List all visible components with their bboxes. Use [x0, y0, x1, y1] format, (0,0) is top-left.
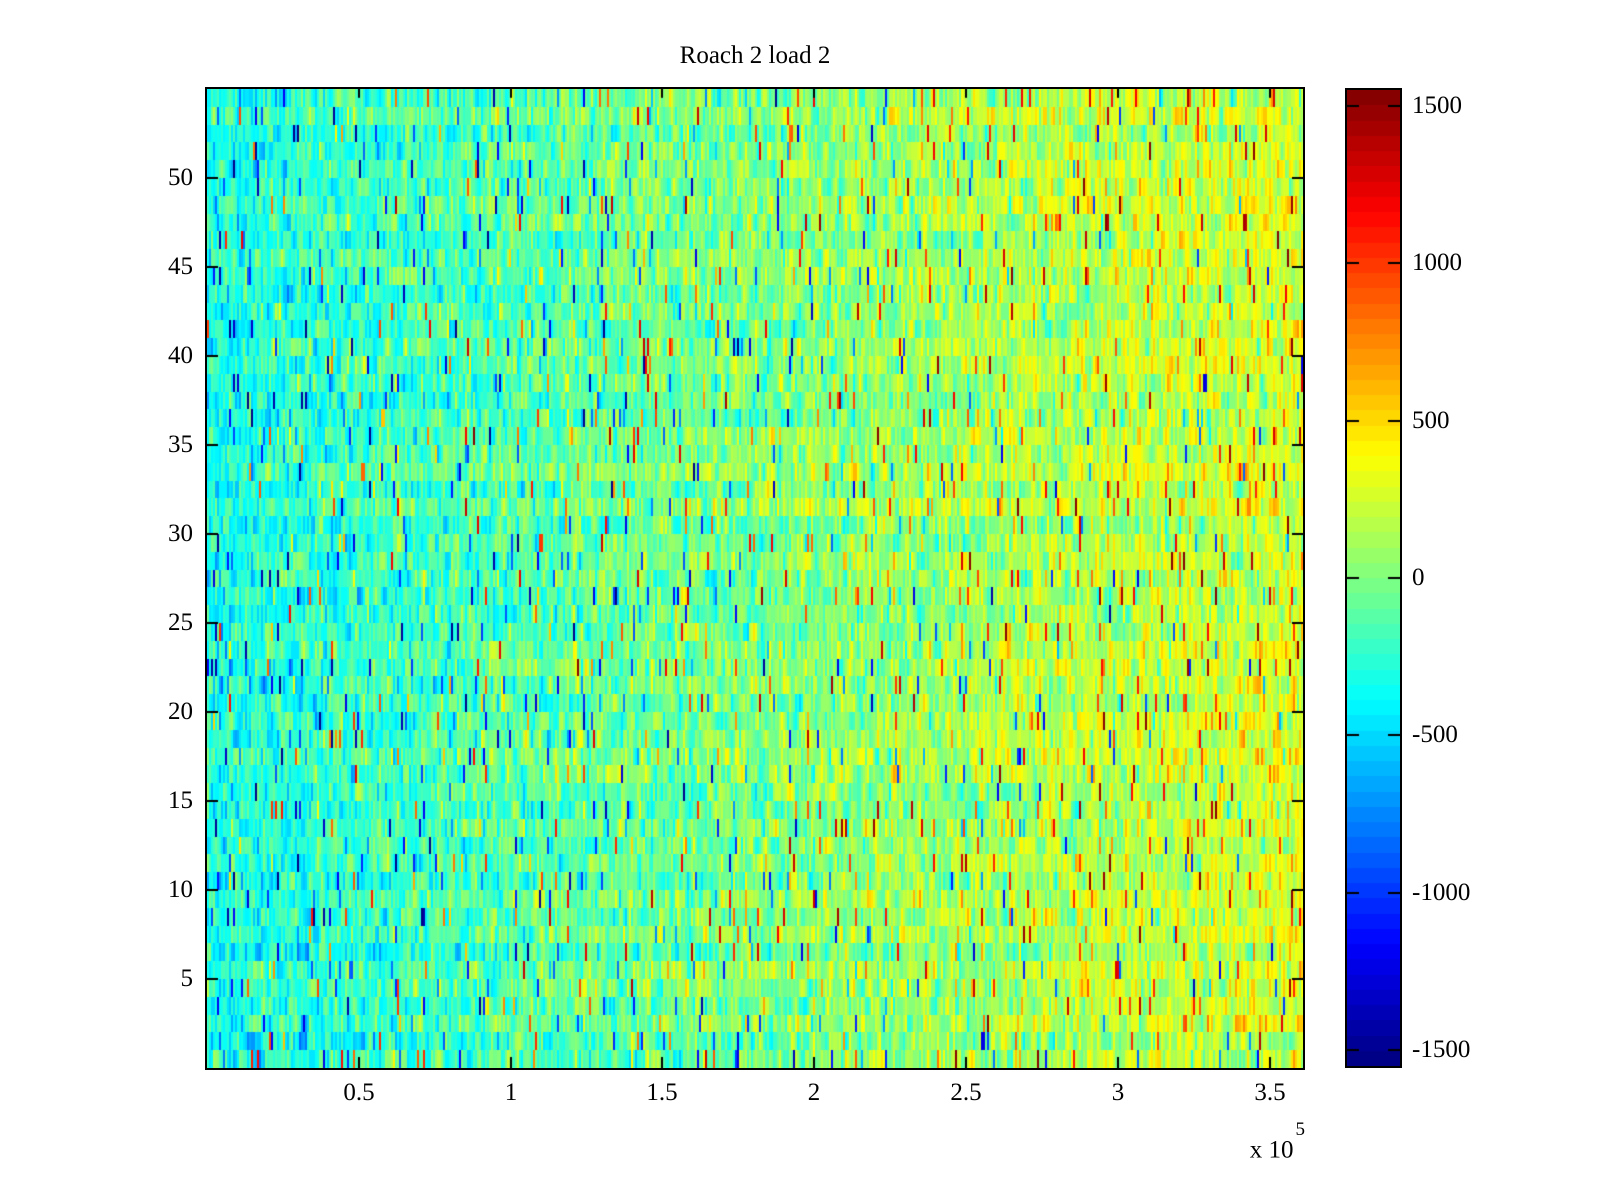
x-axis-exponent: x 105: [1183, 1119, 1305, 1165]
x-tick-label: 3.5: [1254, 1079, 1286, 1106]
heatmap-canvas: [207, 89, 1303, 1068]
y-tick-label: 40: [168, 342, 193, 369]
y-tick-label: 30: [168, 520, 193, 547]
y-tick-label: 25: [168, 609, 193, 636]
colorbar-tick-label: 500: [1412, 407, 1450, 434]
colorbar-tick-label: -1500: [1412, 1036, 1471, 1063]
colorbar-canvas: [1347, 90, 1400, 1066]
colorbar-tick-label: 1000: [1412, 249, 1462, 276]
colorbar-tick-label: -1000: [1412, 879, 1471, 906]
colorbar-tick-label: 0: [1412, 564, 1425, 591]
x-tick-label: 1: [504, 1079, 518, 1106]
plot-title: Roach 2 load 2: [679, 42, 831, 69]
x-tick-label: 1.5: [646, 1079, 678, 1106]
x-tick-label: 0.5: [343, 1079, 375, 1106]
y-tick-label: 45: [168, 253, 193, 280]
x-axis-exponent-base: x 10: [1249, 1136, 1294, 1164]
y-tick-label: 35: [168, 431, 193, 458]
y-tick-label: 50: [168, 164, 193, 191]
x-tick-label: 2: [807, 1079, 821, 1106]
x-tick-label: 3: [1111, 1079, 1125, 1106]
y-tick-label: 10: [168, 876, 193, 903]
x-tick-label: 2.5: [950, 1079, 982, 1106]
colorbar-tick-label: 1500: [1412, 92, 1462, 119]
colorbar-tick-label: -500: [1412, 721, 1458, 748]
colorbar: [1345, 88, 1402, 1068]
plot-area: [205, 87, 1305, 1070]
y-tick-label: 20: [168, 698, 193, 725]
x-axis-exponent-power: 5: [1295, 1119, 1306, 1140]
y-tick-label: 15: [168, 787, 193, 814]
y-tick-label: 5: [180, 965, 194, 992]
